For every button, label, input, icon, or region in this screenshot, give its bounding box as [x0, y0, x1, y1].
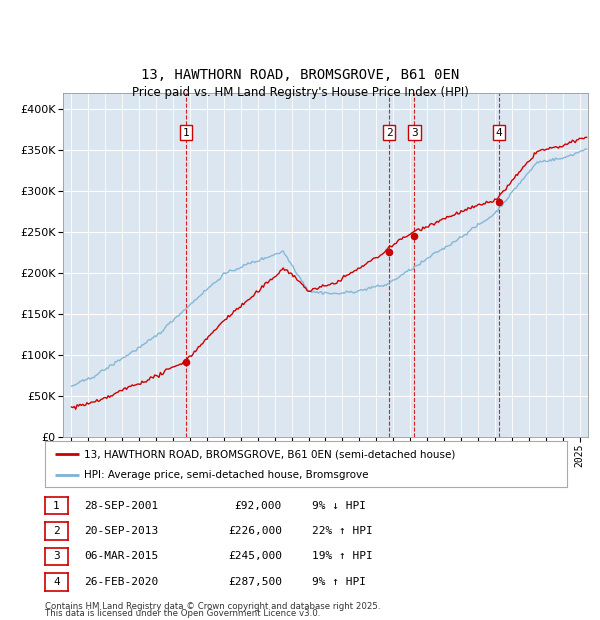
Text: 1: 1: [53, 500, 60, 511]
Point: [181, 356, 191, 366]
Text: 3: 3: [53, 551, 60, 562]
Text: £92,000: £92,000: [235, 500, 282, 511]
Text: 9% ↓ HPI: 9% ↓ HPI: [312, 500, 366, 511]
Text: £287,500: £287,500: [228, 577, 282, 587]
Text: 3: 3: [411, 128, 418, 138]
Text: Price paid vs. HM Land Registry's House Price Index (HPI): Price paid vs. HM Land Registry's House …: [131, 86, 469, 99]
Text: 1: 1: [182, 128, 189, 138]
Text: 20-SEP-2013: 20-SEP-2013: [84, 526, 158, 536]
Point: [384, 247, 394, 257]
Text: £245,000: £245,000: [228, 551, 282, 562]
Text: 13, HAWTHORN ROAD, BROMSGROVE, B61 0EN (semi-detached house): 13, HAWTHORN ROAD, BROMSGROVE, B61 0EN (…: [84, 449, 455, 459]
Text: 26-FEB-2020: 26-FEB-2020: [84, 577, 158, 587]
Text: HPI: Average price, semi-detached house, Bromsgrove: HPI: Average price, semi-detached house,…: [84, 471, 368, 480]
Text: Contains HM Land Registry data © Crown copyright and database right 2025.: Contains HM Land Registry data © Crown c…: [45, 602, 380, 611]
Point: [494, 197, 504, 206]
Text: 13, HAWTHORN ROAD, BROMSGROVE, B61 0EN: 13, HAWTHORN ROAD, BROMSGROVE, B61 0EN: [141, 68, 459, 82]
Text: 9% ↑ HPI: 9% ↑ HPI: [312, 577, 366, 587]
Text: 22% ↑ HPI: 22% ↑ HPI: [312, 526, 373, 536]
Text: 4: 4: [496, 128, 502, 138]
Text: 06-MAR-2015: 06-MAR-2015: [84, 551, 158, 562]
Text: £226,000: £226,000: [228, 526, 282, 536]
Text: This data is licensed under the Open Government Licence v3.0.: This data is licensed under the Open Gov…: [45, 609, 320, 618]
Text: 4: 4: [53, 577, 60, 587]
Text: 28-SEP-2001: 28-SEP-2001: [84, 500, 158, 511]
Text: 19% ↑ HPI: 19% ↑ HPI: [312, 551, 373, 562]
Text: 2: 2: [386, 128, 392, 138]
Point: [410, 231, 419, 241]
Text: 2: 2: [53, 526, 60, 536]
